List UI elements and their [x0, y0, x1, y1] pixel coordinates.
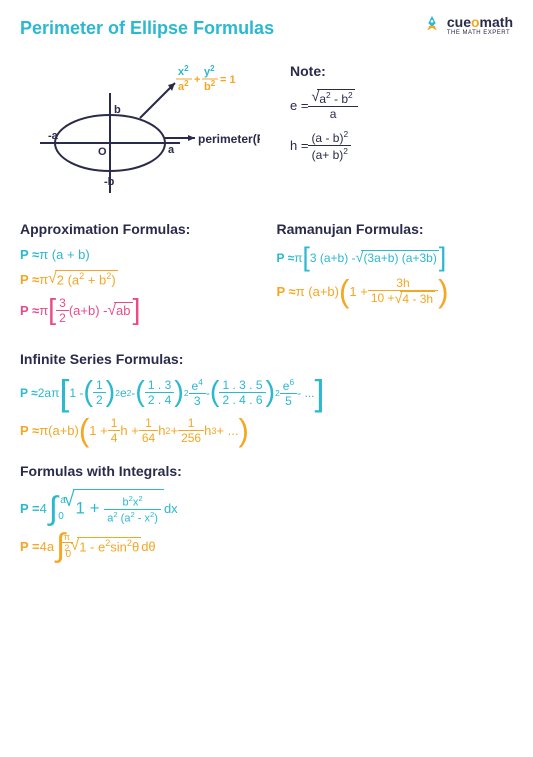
- logo-text: cueomath: [447, 14, 513, 30]
- svg-text:= 1: = 1: [220, 74, 236, 86]
- integral-formula-2: P = 4a ∫ π2 0 1 - e2sin2θ dθ: [20, 536, 513, 556]
- series-formula-2: P ≈ π(a+b) ( 1 + 14 h + 164 h2 + 1256 h3…: [20, 416, 513, 445]
- note-block: Note: e = a2 - b2 a h = (a - b)2 (a+ b)2: [290, 63, 513, 203]
- approx-formula-3: P ≈ π [ 32 (a+b) - ab ]: [20, 296, 257, 325]
- svg-text:b2: b2: [204, 79, 216, 93]
- note-title: Note:: [290, 63, 513, 79]
- ramanujan-formula-1: P ≈ π [ 3 (a+b) - (3a+b) (a+3b) ]: [277, 247, 514, 268]
- section-integrals: Formulas with Integrals:: [20, 463, 513, 479]
- svg-text:-a: -a: [48, 130, 59, 142]
- approx-formula-1: P ≈ π (a + b): [20, 247, 257, 262]
- brand-logo: cueomath THE MATH EXPERT: [421, 14, 513, 36]
- svg-text:b: b: [114, 104, 121, 116]
- svg-text:O: O: [98, 146, 107, 158]
- approx-formula-2: P ≈ π 2 (a2 + b2): [20, 270, 257, 288]
- section-series: Infinite Series Formulas:: [20, 351, 513, 367]
- logo-tagline: THE MATH EXPERT: [447, 30, 513, 36]
- series-formula-1: P ≈ 2aπ [ 1 - (12)2e2 - (1 . 32 . 4)2 e4…: [20, 377, 513, 408]
- ramanujan-formula-2: P ≈ π (a+b) ( 1 + 3h 10 +4 - 3h ): [277, 276, 514, 307]
- note-h-formula: h = (a - b)2 (a+ b)2: [290, 129, 513, 162]
- section-ramanujan: Ramanujan Formulas:: [277, 221, 514, 237]
- rocket-icon: [421, 14, 443, 36]
- svg-text:a: a: [168, 144, 175, 156]
- svg-text:x2: x2: [178, 64, 189, 78]
- note-e-formula: e = a2 - b2 a: [290, 89, 513, 121]
- ellipse-diagram: -a a b -b O perimeter(P) x2 a2 + y2 b2 =…: [20, 63, 260, 203]
- svg-text:perimeter(P): perimeter(P): [198, 132, 260, 146]
- svg-text:y2: y2: [204, 64, 215, 78]
- svg-text:+: +: [194, 74, 200, 86]
- section-approx: Approximation Formulas:: [20, 221, 257, 237]
- integral-formula-1: P = 4 ∫a0 1 + b2x2 a2 (a2 - x2) dx: [20, 489, 513, 528]
- svg-text:a2: a2: [178, 79, 189, 93]
- svg-text:-b: -b: [104, 176, 115, 188]
